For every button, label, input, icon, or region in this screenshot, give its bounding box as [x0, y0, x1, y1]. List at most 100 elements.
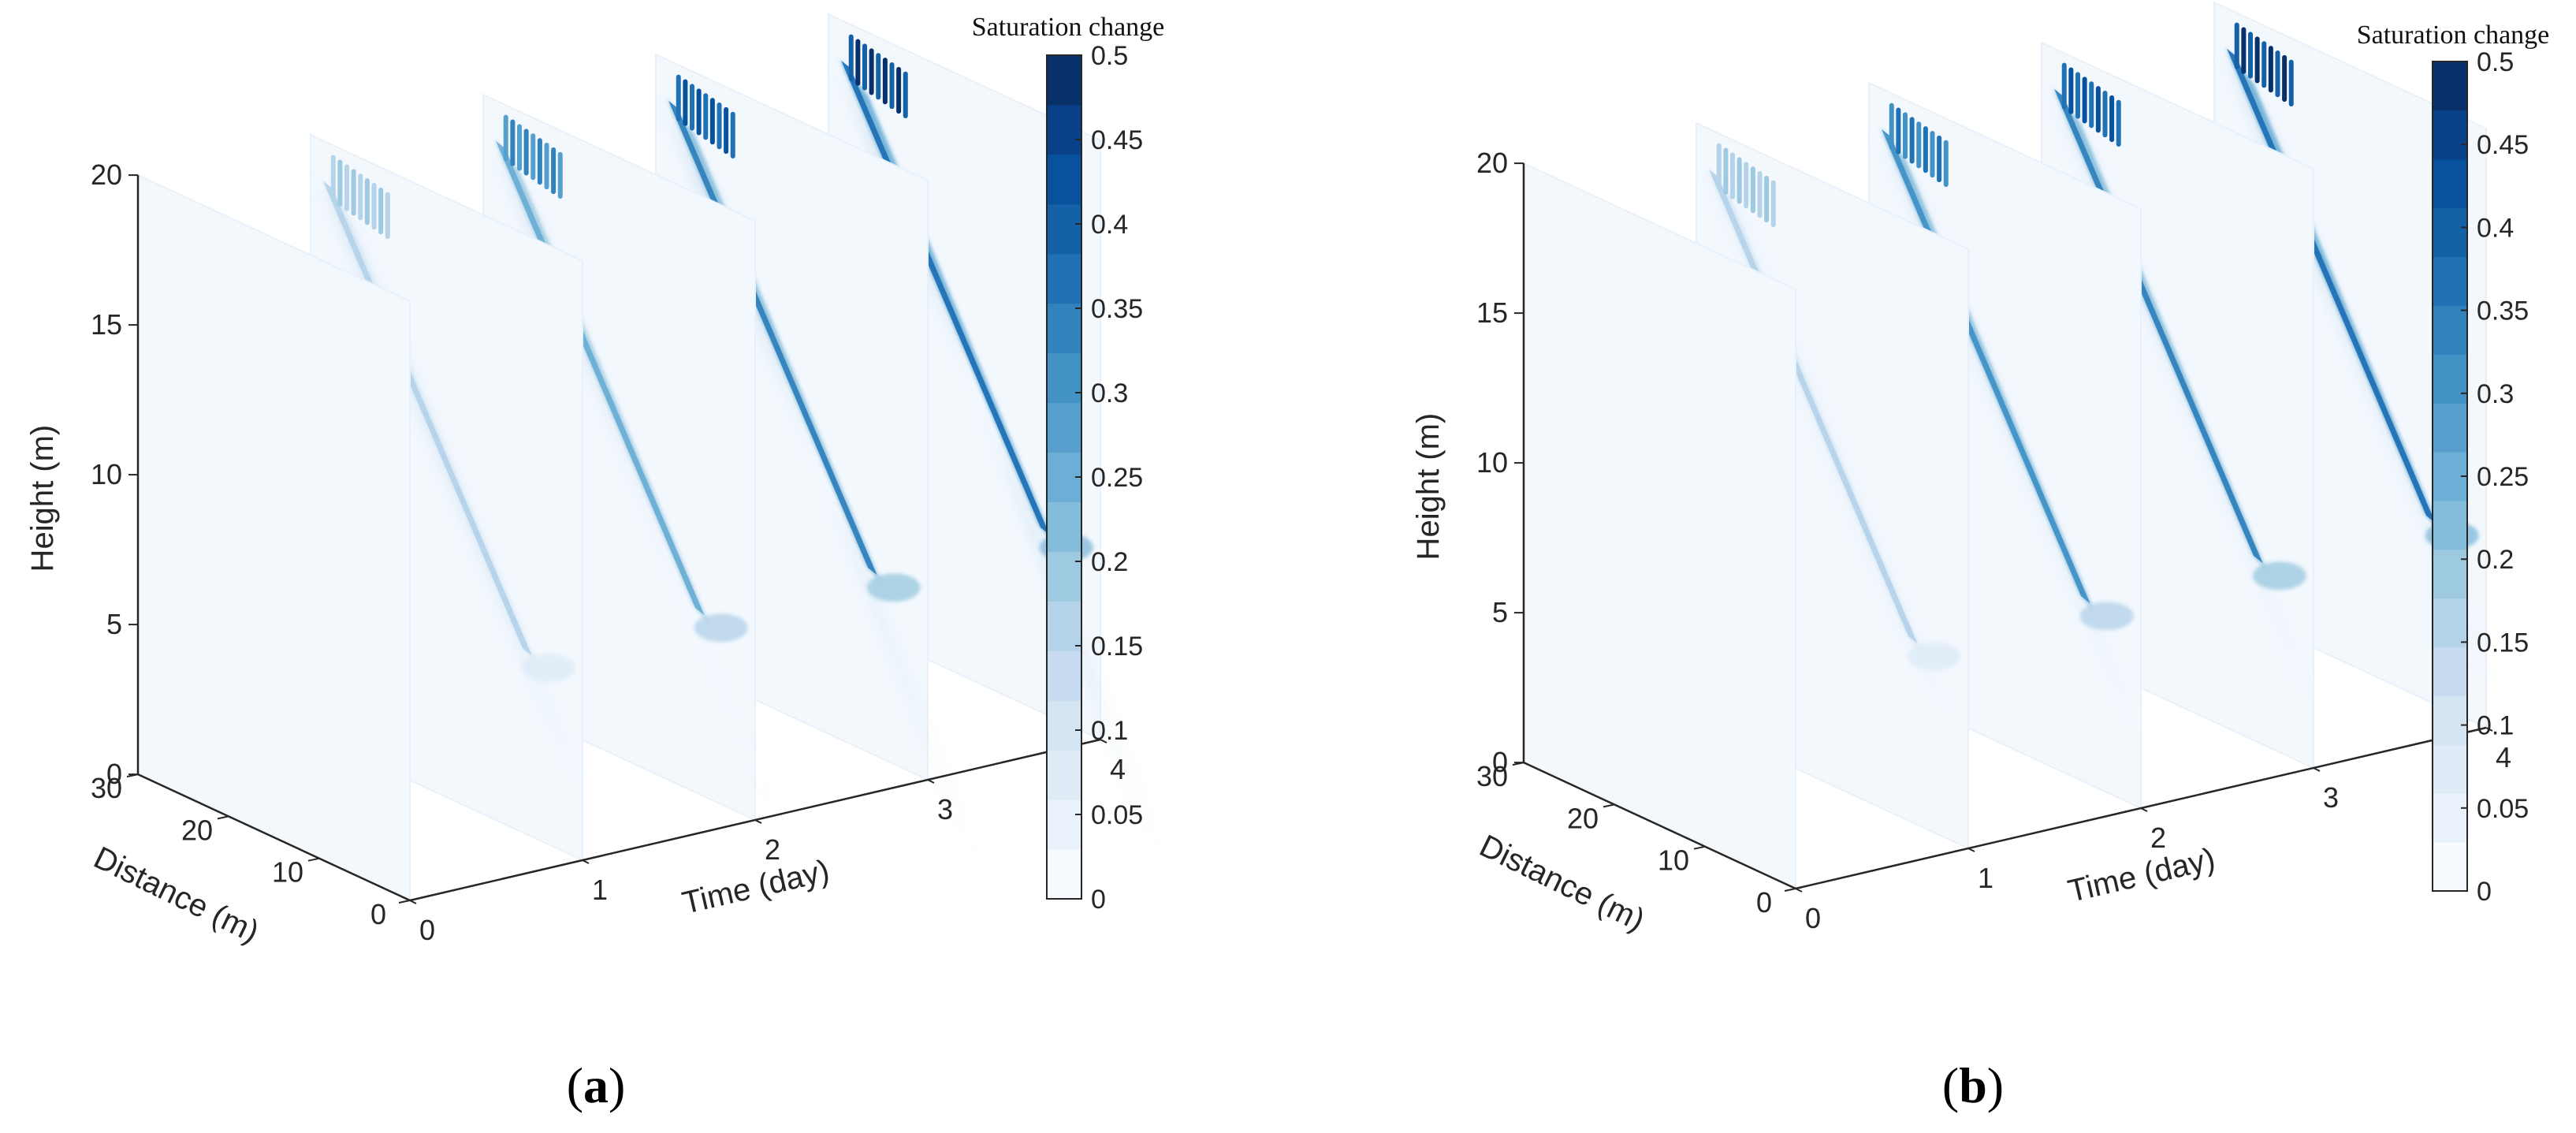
- x-tick-label: 2: [765, 833, 780, 866]
- y-tick-mark: [1784, 888, 1796, 892]
- colorbar-segment: [2433, 207, 2467, 258]
- colorbar-segment: [1047, 849, 1081, 900]
- y-tick-mark: [1603, 803, 1615, 808]
- y-tick-label: 30: [91, 772, 122, 804]
- colorbar-segment: [2433, 695, 2467, 745]
- panel-label: (a): [567, 1057, 626, 1113]
- colorbar-tick-label: 0.3: [1091, 378, 1128, 408]
- colorbar-tick-label: 0.15: [1091, 632, 1143, 662]
- y-axis-label: Distance (m): [1474, 829, 1650, 938]
- x-tick-label: 2: [2150, 822, 2166, 854]
- x-tick-label: 0: [419, 914, 435, 946]
- slice-pane: [1523, 162, 1796, 890]
- colorbar-segment: [2433, 500, 2467, 550]
- z-tick-label: 0: [106, 758, 122, 790]
- colorbar-segment: [1047, 104, 1081, 155]
- colorbar-segment: [1047, 601, 1081, 651]
- colorbar-tick-label: 0.2: [2477, 545, 2514, 575]
- colorbar-tick-label: 0.5: [2477, 47, 2514, 77]
- x-tick-label: 4: [2496, 741, 2511, 773]
- colorbar-tick-label: 0.25: [1091, 463, 1143, 493]
- y-tick-label: 10: [272, 856, 303, 889]
- colorbar-segment: [1047, 700, 1081, 751]
- z-tick-label: 5: [106, 608, 122, 640]
- colorbar-title: Saturation change: [2357, 20, 2550, 50]
- colorbar-segment: [2433, 744, 2467, 794]
- y-tick-mark: [1693, 845, 1706, 850]
- colorbar-segment: [1047, 55, 1081, 106]
- toe-pool: [866, 573, 921, 602]
- x-tick-mark: [582, 859, 590, 864]
- y-tick-label: 0: [1756, 886, 1772, 919]
- y-tick-label: 10: [1658, 844, 1689, 877]
- colorbar-segment: [1047, 253, 1081, 304]
- colorbar-tick-label: 0.45: [2477, 130, 2529, 160]
- x-tick-label: 0: [1805, 902, 1821, 934]
- z-tick-label: 0: [1492, 746, 1508, 778]
- colorbar-tick-label: 0.3: [2477, 379, 2514, 409]
- colorbar-segment: [2433, 354, 2467, 404]
- x-tick-mark: [2485, 727, 2493, 732]
- colorbar-tick-label: 0.4: [2477, 213, 2514, 243]
- z-tick-label: 15: [91, 308, 122, 341]
- colorbar-segment: [1047, 352, 1081, 404]
- colorbar-segment: [2433, 842, 2467, 892]
- colorbar-segment: [1047, 402, 1081, 453]
- x-tick-mark: [2313, 767, 2321, 772]
- z-tick-label: 20: [91, 158, 122, 191]
- colorbar-segment: [1047, 154, 1081, 205]
- colorbar-segment: [2433, 158, 2467, 209]
- y-tick-label: 20: [181, 814, 213, 846]
- colorbar-segment: [1047, 650, 1081, 701]
- colorbar-tick-label: 0.4: [1091, 210, 1128, 240]
- toe-pool: [2079, 602, 2134, 631]
- z-tick-label: 20: [1476, 147, 1508, 179]
- y-tick-label: 30: [1476, 760, 1508, 792]
- x-tick-label: 1: [592, 874, 608, 906]
- x-axis-label: Time (day): [2065, 841, 2219, 909]
- colorbar-tick-label: 0.35: [2477, 296, 2529, 326]
- y-tick-label: 0: [370, 898, 386, 930]
- x-tick-mark: [1795, 888, 1803, 893]
- colorbar-title: Saturation change: [972, 13, 1165, 42]
- colorbar-segment: [2433, 256, 2467, 306]
- colorbar: 0 0.05 0.1 0.15 0.2 0.25 0.3 0.35 0.4 0.45 0.5Satu…: [972, 13, 1165, 915]
- panel-label: (b): [1942, 1057, 2004, 1113]
- x-tick-mark: [1967, 848, 1975, 852]
- colorbar-tick-label: 0.1: [1091, 716, 1128, 746]
- colorbar-segment: [1047, 551, 1081, 602]
- z-axis-label: Height (m): [1411, 413, 1446, 561]
- colorbar-tick-label: 0: [2477, 877, 2492, 907]
- x-tick-mark: [927, 779, 935, 784]
- colorbar-tick-label: 0.5: [1091, 41, 1128, 71]
- colorbar-segment: [2433, 61, 2467, 111]
- toe-pool: [694, 613, 748, 643]
- x-tick-label: 3: [937, 793, 953, 826]
- colorbar-tick-label: 0.1: [2477, 711, 2514, 741]
- colorbar-tick-label: 0: [1091, 885, 1106, 915]
- colorbar-segment: [2433, 110, 2467, 160]
- y-tick-mark: [398, 900, 411, 904]
- z-axis-label: Height (m): [25, 425, 60, 572]
- colorbar-segment: [1047, 799, 1081, 850]
- toe-pool: [1907, 642, 1961, 671]
- z-tick-label: 15: [1476, 296, 1508, 329]
- y-tick-mark: [307, 857, 320, 862]
- colorbar: 0 0.05 0.1 0.15 0.2 0.25 0.3 0.35 0.4 0.45 0.5Satu…: [2357, 20, 2550, 907]
- colorbar-segment: [1047, 750, 1081, 800]
- y-tick-mark: [217, 815, 229, 820]
- slice-pane: [137, 173, 411, 902]
- x-tick-label: 1: [1978, 862, 1993, 894]
- x-tick-mark: [2140, 807, 2148, 812]
- colorbar-segment: [2433, 647, 2467, 696]
- colorbar-segment: [1047, 303, 1081, 354]
- x-axis-label: Time (day): [679, 853, 833, 921]
- slice-day-0: [1523, 162, 1796, 890]
- z-tick-label: 10: [1476, 446, 1508, 479]
- colorbar-segment: [2433, 598, 2467, 648]
- colorbar-tick-label: 0.2: [1091, 547, 1128, 577]
